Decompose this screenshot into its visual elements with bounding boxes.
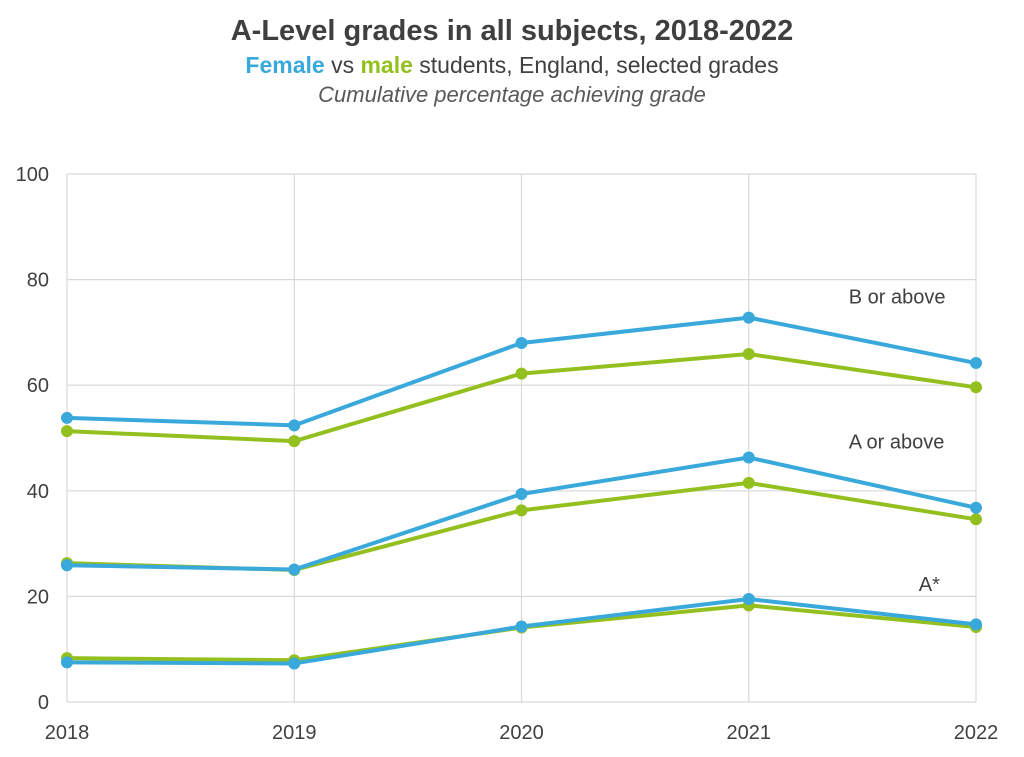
y-tick-label: 40 [27,481,49,503]
x-tick-label: 2019 [272,722,317,744]
female-data-point [742,311,755,324]
male-data-point [742,348,755,361]
female-data-point [970,357,982,370]
female-data-point [61,411,73,424]
subtitle-female: Female [245,52,325,78]
female-data-point [970,501,982,514]
x-tick-label: 2018 [45,722,90,744]
x-tick-label: 2020 [499,722,544,744]
y-tick-label: 100 [16,164,49,186]
y-tick-label: 60 [27,375,49,397]
chart-title: A-Level grades in all subjects, 2018-202… [230,15,794,47]
male-data-point [970,381,982,394]
female-data-point [288,563,301,576]
female-data-point [288,419,301,432]
male-data-point [742,476,755,489]
y-tick-label: 20 [27,586,49,608]
male-data-point [515,504,528,517]
subtitle-vs: vs [331,52,355,78]
female-data-point [515,620,528,633]
title-block: A-Level grades in all subjects, 2018-202… [0,12,1024,110]
male-data-point [288,435,301,448]
male-data-point [970,513,982,526]
female-data-point [970,618,982,631]
x-tick-label: 2022 [954,722,999,744]
subtitle-rest: students, England, selected grades [419,52,779,78]
group-annotation: B or above [849,286,946,308]
group-annotation: A or above [849,432,945,454]
male-data-point [61,425,73,438]
x-tick-label: 2021 [727,722,772,744]
female-data-point [61,656,73,669]
y-tick-label: 0 [38,692,49,714]
female-data-point [742,451,755,464]
female-data-point [742,593,755,606]
female-data-point [515,336,528,349]
female-data-point [288,657,301,670]
chart-note: Cumulative percentage achieving grade [318,82,706,107]
female-data-point [61,559,73,572]
male-data-point [515,367,528,380]
chart-subtitle: Female vs male students, England, select… [0,50,1024,80]
group-annotation: A* [919,574,940,596]
female-data-point [515,487,528,500]
y-tick-label: 80 [27,270,49,292]
subtitle-male: male [360,52,413,78]
